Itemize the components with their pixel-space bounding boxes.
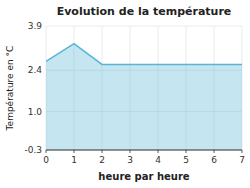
plot-area: [46, 44, 242, 150]
chart: Evolution de la température 0 1 2 3 4 5 6 7 -0.3 1…: [0, 0, 250, 188]
x-tick-label: 2: [99, 155, 105, 165]
title: Evolution de la température: [57, 5, 232, 18]
x-tick-label: 7: [239, 155, 245, 165]
x-tick-label: 5: [183, 155, 189, 165]
x-axis: 0 1 2 3 4 5 6 7: [43, 150, 245, 165]
x-tick: [46, 150, 47, 153]
grid-line-y: [46, 150, 242, 151]
chart-container: Evolution de la température 0 1 2 3 4 5 6 7 -0.3 1…: [0, 0, 250, 188]
y-tick-label: 2.4: [28, 65, 43, 75]
x-axis-line: [46, 150, 242, 151]
y-tick-label: 1.0: [28, 107, 43, 117]
grid: [46, 26, 242, 150]
area-line: [46, 44, 242, 65]
x-tick: [214, 150, 215, 153]
grid-line-y: [46, 26, 242, 27]
x-tick: [158, 150, 159, 153]
x-tick: [102, 150, 103, 153]
y-axis-label: Température en °C: [5, 46, 15, 132]
area-fill: [46, 44, 242, 150]
y-axis: -0.3 1.0 2.4 3.9: [24, 21, 42, 155]
x-tick-label: 0: [43, 155, 49, 165]
x-tick-label: 1: [71, 155, 77, 165]
x-axis-label: heure par heure: [98, 171, 189, 182]
y-tick-label: -0.3: [24, 145, 42, 155]
x-tick-label: 3: [127, 155, 133, 165]
x-tick: [130, 150, 131, 153]
y-tick-label: 3.9: [28, 21, 43, 31]
x-tick-label: 6: [211, 155, 217, 165]
x-tick: [242, 150, 243, 153]
x-tick-label: 4: [155, 155, 161, 165]
x-tick: [186, 150, 187, 153]
x-tick: [74, 150, 75, 153]
